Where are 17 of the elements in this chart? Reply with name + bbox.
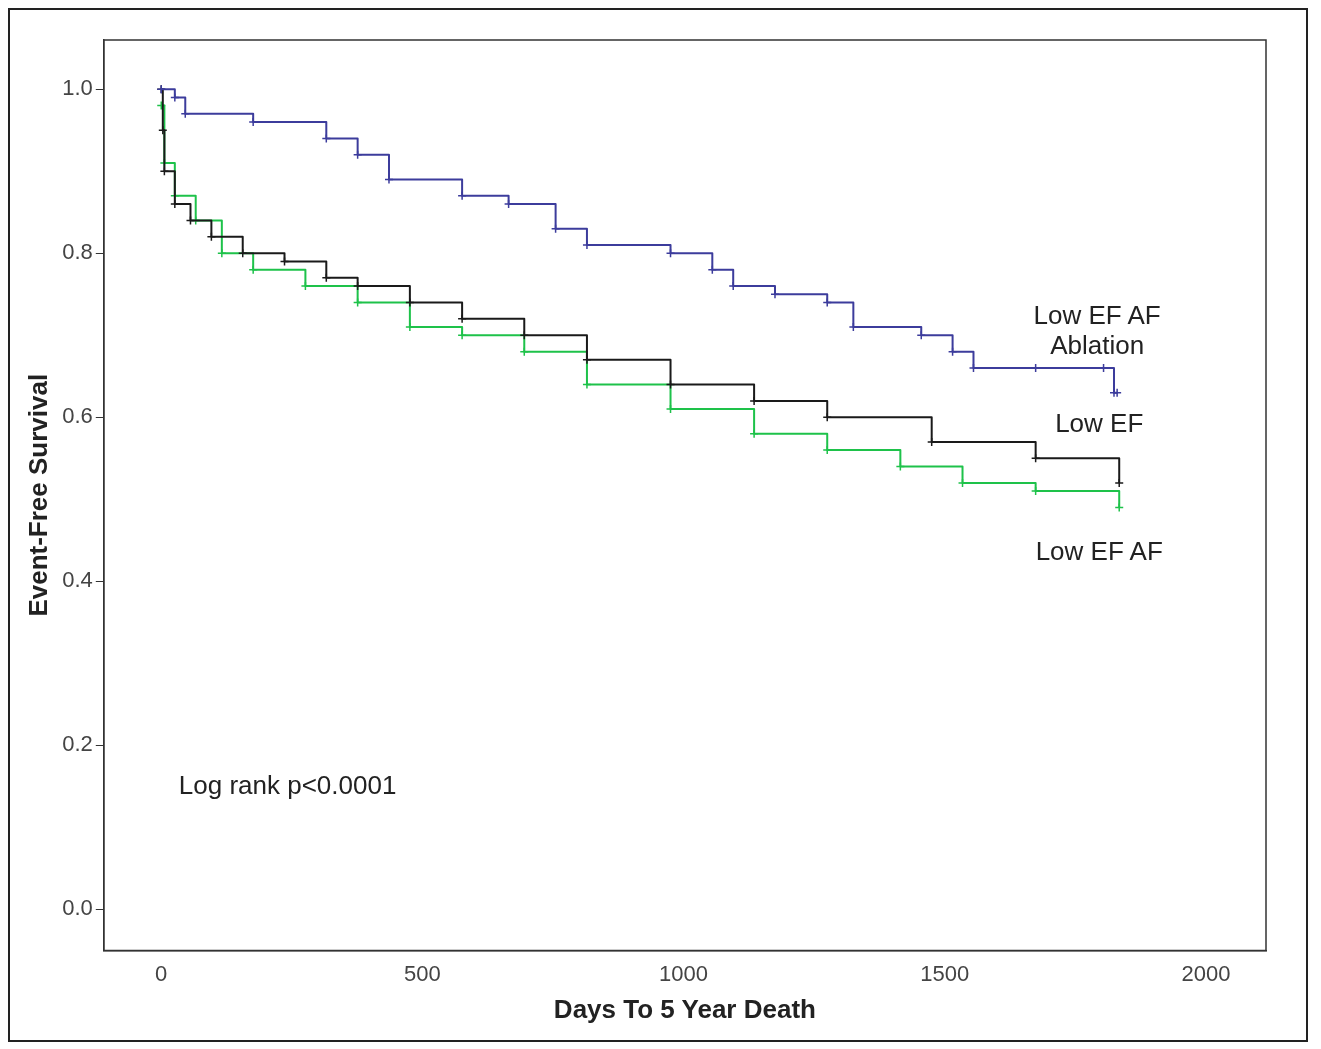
x-tick-label: 500 <box>404 960 441 986</box>
y-tick-label: 1.0 <box>62 75 93 101</box>
x-tick-label: 0 <box>155 960 168 986</box>
series-label: Low EF <box>1055 408 1144 439</box>
series-label: Low EF AF <box>1035 535 1163 566</box>
annotation: Log rank p<0.0001 <box>178 769 397 800</box>
y-tick-label: 0.4 <box>62 567 93 593</box>
x-tick-label: 1500 <box>920 960 970 986</box>
x-tick-label: 2000 <box>1181 960 1231 986</box>
x-tick-label: 1000 <box>659 960 709 986</box>
y-tick-label: 0.6 <box>62 403 93 429</box>
y-tick-label: 0.2 <box>62 731 93 757</box>
x-axis-title: Days To 5 Year Death <box>553 993 816 1024</box>
series-label: Low EF AF Ablation <box>1033 299 1161 360</box>
y-tick-label: 0.8 <box>62 239 93 265</box>
y-tick-label: 0.0 <box>62 895 93 921</box>
y-axis-title: Event-Free Survival <box>22 373 53 617</box>
